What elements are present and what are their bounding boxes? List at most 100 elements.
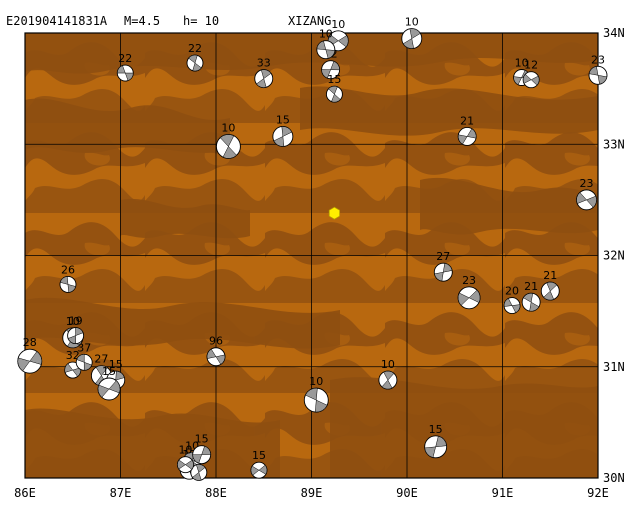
compression-quadrant <box>330 60 340 71</box>
latitude-label: 33N <box>603 137 625 151</box>
compression-quadrant <box>250 465 260 476</box>
compression-quadrant <box>273 136 285 147</box>
focal-mechanism: 15 <box>97 365 121 401</box>
mechanism-depth-label: 96 <box>209 335 223 348</box>
focal-mechanism: 96 <box>206 335 226 367</box>
mechanism-depth-label: 37 <box>77 341 91 354</box>
mechanism-depth-label: 10 <box>66 315 80 328</box>
compression-quadrant <box>256 78 267 88</box>
compression-quadrant <box>434 271 444 282</box>
mechanism-depth-label: 27 <box>94 353 108 366</box>
focal-mechanism: 10 <box>215 121 241 159</box>
compression-quadrant <box>177 459 186 470</box>
compression-quadrant <box>97 384 110 398</box>
longitude-label: 89E <box>301 486 323 500</box>
focal-mechanism: 33 <box>254 57 274 89</box>
mechanism-depth-label: 15 <box>252 449 266 462</box>
compression-quadrant <box>513 76 522 86</box>
latitude-label: 31N <box>603 360 625 374</box>
longitude-label: 87E <box>110 486 132 500</box>
compression-quadrant <box>331 93 341 103</box>
compression-quadrant <box>409 28 421 39</box>
compression-quadrant <box>442 263 453 273</box>
compression-quadrant <box>258 464 268 475</box>
longitude-label: 91E <box>492 486 514 500</box>
compression-quadrant <box>260 69 272 80</box>
compression-quadrant <box>206 348 217 359</box>
focal-mechanism: 20 <box>503 285 521 315</box>
focal-mechanism: 15 <box>192 433 212 465</box>
focal-mechanism: 10 <box>378 358 398 390</box>
mechanism-depth-label: 15 <box>327 73 341 86</box>
compression-quadrant <box>468 289 481 303</box>
focal-mechanism: 23 <box>588 53 608 85</box>
focal-mechanism: 21 <box>521 280 541 312</box>
mechanism-depth-label: 22 <box>118 52 132 65</box>
mechanism-depth-label: 28 <box>23 336 37 349</box>
map-frame <box>24 32 599 479</box>
focal-mechanism: 26 <box>59 263 77 293</box>
focal-mechanism: 10 <box>401 16 423 50</box>
compression-quadrant <box>17 357 31 372</box>
longitude-label: 86E <box>14 486 36 500</box>
focal-mechanism: 23 <box>457 274 481 310</box>
compression-quadrant <box>222 146 237 159</box>
compression-quadrant <box>597 74 608 85</box>
compression-quadrant <box>402 38 414 49</box>
compression-quadrant <box>321 69 331 79</box>
compression-quadrant <box>215 354 226 365</box>
compression-quadrant <box>108 380 121 394</box>
compression-quadrant <box>503 298 513 307</box>
focal-mechanisms: 2222331210101510101223101521232610192832… <box>17 16 608 481</box>
compression-quadrant <box>546 281 558 292</box>
latitude-label: 32N <box>603 249 625 263</box>
mechanism-depth-label: 23 <box>462 274 476 287</box>
compression-quadrant <box>511 304 521 314</box>
compression-quadrant <box>115 370 125 381</box>
mechanism-depth-label: 26 <box>61 263 75 276</box>
compression-quadrant <box>383 370 395 381</box>
compression-quadrant <box>117 65 126 74</box>
focal-mechanism: 22 <box>186 42 204 72</box>
mechanism-depth-label: 20 <box>505 285 519 298</box>
mechanism-depth-label: 10 <box>405 16 419 29</box>
mechanism-depth-label: 10 <box>381 358 395 371</box>
longitude-label: 92E <box>587 486 609 500</box>
focal-mechanism: 19 <box>67 315 85 345</box>
longitude-label: 88E <box>205 486 227 500</box>
focal-mechanism: 10 <box>176 444 194 474</box>
compression-quadrant <box>192 472 202 481</box>
compression-quadrant <box>424 446 436 458</box>
compression-quadrant <box>305 387 318 401</box>
compression-quadrant <box>529 301 540 312</box>
mechanism-depth-label: 22 <box>188 42 202 55</box>
mechanism-depth-label: 33 <box>257 57 271 70</box>
compression-quadrant <box>586 195 597 208</box>
compression-quadrant <box>530 75 540 86</box>
focal-mechanism: 22 <box>116 52 134 82</box>
title-region: XIZANG <box>288 14 331 28</box>
mechanism-depth-label: 10 <box>331 18 345 31</box>
mechanism-depth-label: 10 <box>221 121 235 134</box>
focal-mechanism: 12 <box>522 59 540 89</box>
mechanism-depth-label: 21 <box>543 269 557 282</box>
focal-mechanism: 27 <box>433 250 453 282</box>
compression-quadrant <box>316 40 327 50</box>
latitude-label: 34N <box>603 26 625 40</box>
compression-quadrant <box>59 276 69 285</box>
compression-quadrant <box>196 464 206 473</box>
compression-quadrant <box>523 292 534 303</box>
latitude-labels: 34N 33N 32N 31N 30N <box>603 26 625 485</box>
compression-quadrant <box>522 73 532 84</box>
focal-mechanism: 37 <box>75 341 93 371</box>
focal-mechanism: 15 <box>325 73 343 103</box>
mechanism-depth-label: 27 <box>436 250 450 263</box>
focal-mechanism: 21 <box>457 114 477 146</box>
compression-quadrant <box>185 459 194 470</box>
mechanism-depth-label: 10 <box>319 28 333 41</box>
mechanism-depth-label: 12 <box>524 59 538 72</box>
mechanism-depth-label: 21 <box>524 280 538 293</box>
latitude-label: 30N <box>603 471 625 485</box>
focal-mechanism: 15 <box>424 423 448 459</box>
